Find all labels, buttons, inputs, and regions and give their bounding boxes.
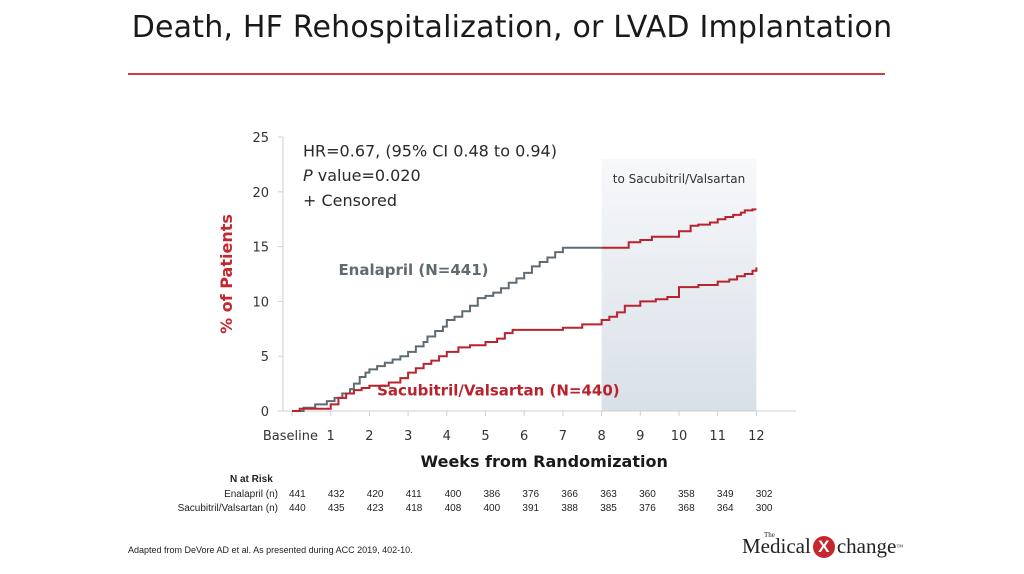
x-tick-label: 1 xyxy=(327,429,335,444)
risk-value: 376 xyxy=(639,503,656,514)
y-tick-label: 5 xyxy=(261,350,269,365)
x-tick-label: 9 xyxy=(636,429,644,444)
source-citation: Adapted from DeVore AD et al. As present… xyxy=(128,545,413,555)
logo-trademark: ™ xyxy=(896,542,904,551)
risk-value: 300 xyxy=(755,503,773,514)
title-divider xyxy=(128,73,885,75)
risk-value: 400 xyxy=(444,489,462,500)
p-value-text: P value=0.020 xyxy=(303,166,421,185)
logo-the: The xyxy=(764,531,775,539)
risk-row-label: Enalapril (n) xyxy=(224,489,278,500)
y-axis-title: % of Patients xyxy=(217,214,236,334)
series-label-0: Enalapril (N=441) xyxy=(338,261,488,279)
censored-legend: + Censored xyxy=(303,191,397,210)
series-label-1: Sacubitril/Valsartan (N=440) xyxy=(377,382,620,400)
risk-value: 408 xyxy=(444,503,462,514)
y-tick-label: 25 xyxy=(252,131,269,146)
hazard-ratio-text: HR=0.67, (95% CI 0.48 to 0.94) xyxy=(303,142,557,161)
risk-value: 358 xyxy=(678,489,695,500)
series-line-2 xyxy=(292,267,758,412)
risk-value: 302 xyxy=(755,489,773,500)
risk-value: 440 xyxy=(289,503,306,514)
logo-medical: Medical xyxy=(742,534,811,558)
risk-value: 420 xyxy=(366,489,384,500)
medical-xchange-logo: The Medical X change ™ xyxy=(742,531,904,559)
risk-value: 360 xyxy=(639,489,656,500)
x-tick-label: 4 xyxy=(443,429,451,444)
x-tick-label: 8 xyxy=(597,429,605,444)
logo-x-icon: X xyxy=(812,535,835,558)
x-tick-label: 7 xyxy=(559,429,567,444)
x-axis-title: Weeks from Randomization xyxy=(421,452,668,471)
risk-value: 411 xyxy=(405,489,422,500)
p-value: value=0.020 xyxy=(313,166,421,185)
risk-value: 400 xyxy=(483,503,501,514)
p-italic: P xyxy=(303,166,313,185)
series-line-0 xyxy=(292,246,602,412)
risk-value: 349 xyxy=(716,489,734,500)
risk-value: 432 xyxy=(327,489,345,500)
logo-change: change xyxy=(836,534,897,558)
risk-value: 366 xyxy=(561,489,578,500)
risk-value: 435 xyxy=(327,503,345,514)
y-tick-label: 0 xyxy=(261,405,269,420)
x-tick-label: 2 xyxy=(365,429,373,444)
risk-value: 418 xyxy=(405,503,423,514)
risk-value: 363 xyxy=(600,489,617,500)
x-tick-label: Baseline xyxy=(263,429,318,444)
n-at-risk-header: N at Risk xyxy=(230,474,273,485)
risk-value: 368 xyxy=(678,503,695,514)
y-tick-label: 10 xyxy=(252,295,269,310)
x-tick-label: 10 xyxy=(671,429,688,444)
risk-value: 441 xyxy=(289,489,306,500)
x-tick-label: 5 xyxy=(481,429,489,444)
x-tick-label: 6 xyxy=(520,429,528,444)
risk-value: 364 xyxy=(716,503,734,514)
crossover-label: to Sacubitril/Valsartan xyxy=(613,172,746,186)
x-tick-label: 12 xyxy=(748,429,765,444)
risk-value: 386 xyxy=(483,489,501,500)
risk-value: 385 xyxy=(600,503,617,514)
crossover-shaded-region xyxy=(601,158,757,411)
y-tick-label: 15 xyxy=(252,241,269,256)
x-tick-label: 11 xyxy=(709,429,726,444)
risk-value: 376 xyxy=(522,489,540,500)
x-tick-label: 3 xyxy=(404,429,412,444)
risk-value: 423 xyxy=(366,503,384,514)
series-line-1 xyxy=(601,208,757,249)
risk-value: 391 xyxy=(522,503,540,514)
risk-value: 388 xyxy=(561,503,578,514)
y-tick-label: 20 xyxy=(252,186,269,201)
risk-row-label: Sacubitril/Valsartan (n) xyxy=(177,503,278,514)
slide-title: Death, HF Rehospitalization, or LVAD Imp… xyxy=(131,10,893,45)
